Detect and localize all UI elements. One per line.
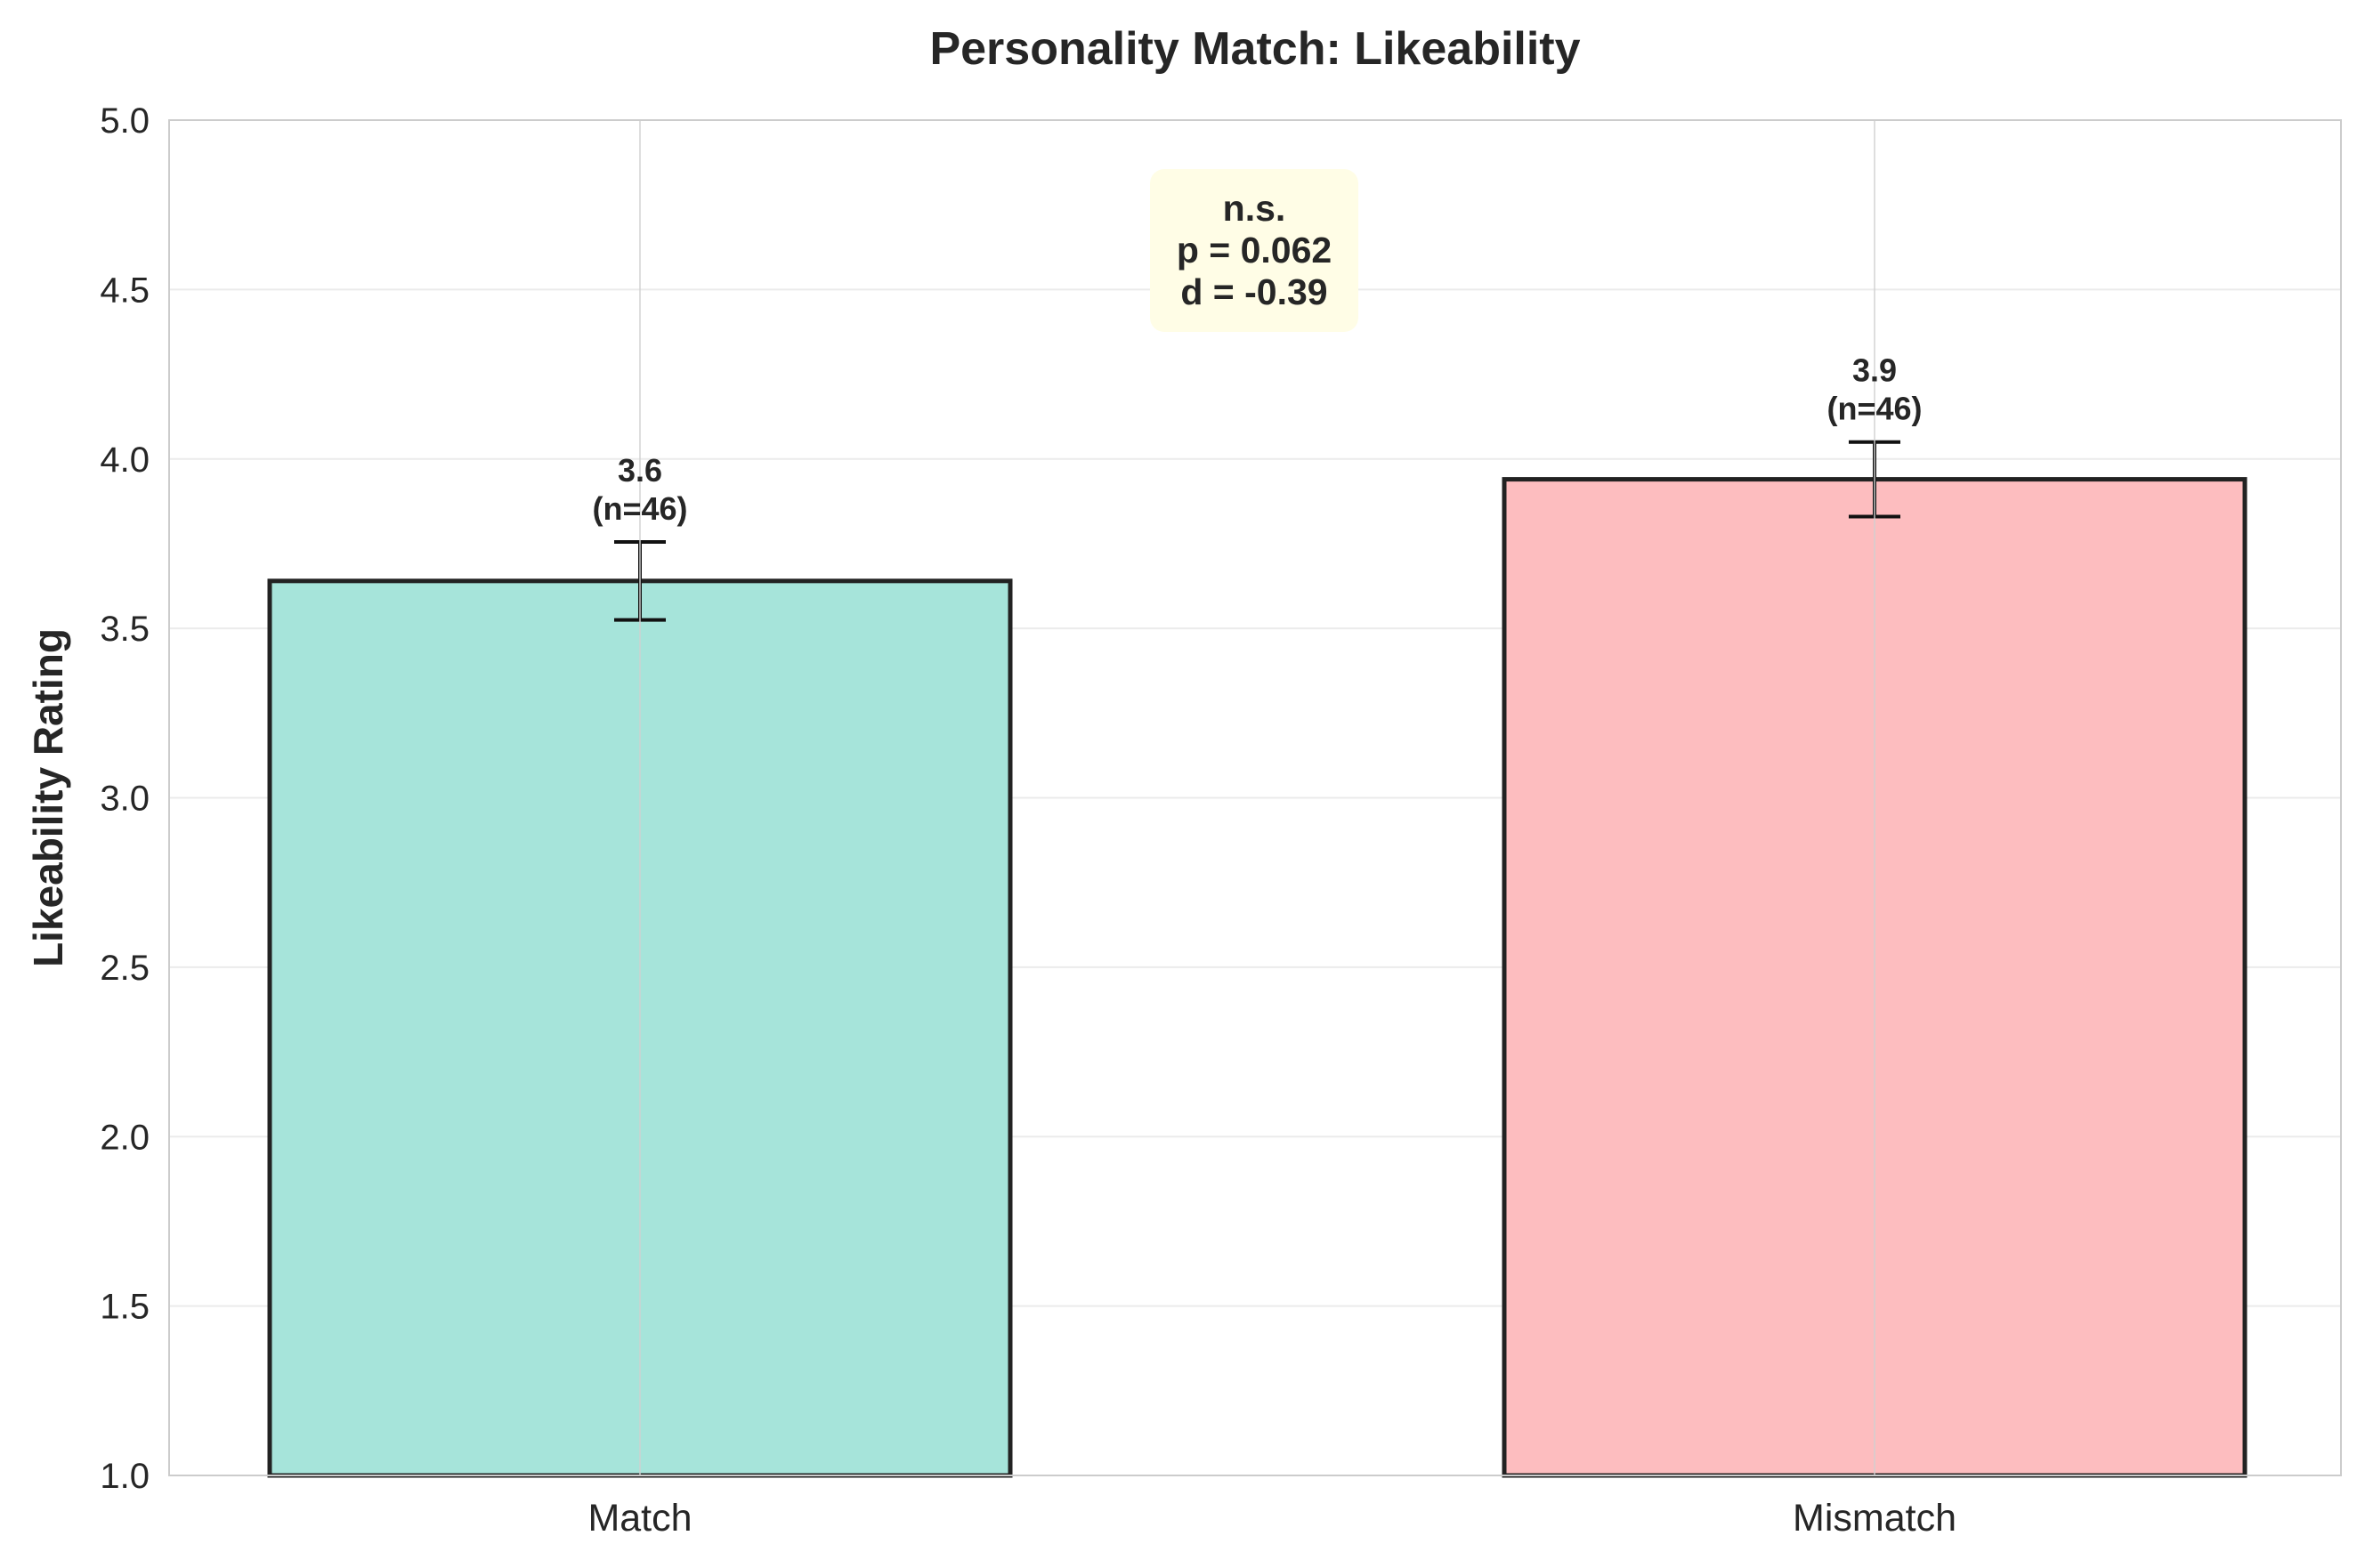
annotation-p-value: p = 0.062 xyxy=(1177,230,1332,271)
plot-frame xyxy=(168,119,2342,1476)
y-tick-label: 1.5 xyxy=(100,1288,150,1327)
bar-mean-label: 3.6 xyxy=(618,452,662,489)
y-tick-label: 1.0 xyxy=(100,1457,150,1496)
y-tick-label: 3.5 xyxy=(100,610,150,649)
x-category-label: Match xyxy=(587,1497,692,1540)
y-tick-label: 5.0 xyxy=(100,101,150,141)
y-tick-label: 2.0 xyxy=(100,1118,150,1157)
y-axis-ticks: 1.0 1.5 2.0 2.5 3.0 3.5 4.0 4.5 5.0 xyxy=(100,101,150,1496)
annotation-significance: n.s. xyxy=(1223,188,1286,229)
bar-mean-label: 3.9 xyxy=(1852,352,1897,389)
y-axis-label: Likeability Rating xyxy=(25,628,71,967)
y-tick-label: 2.5 xyxy=(100,949,150,988)
y-tick-label: 4.0 xyxy=(100,440,150,480)
x-axis-categories: Match Mismatch xyxy=(587,1497,1956,1540)
annotation-box xyxy=(1150,169,1358,332)
y-tick-label: 3.0 xyxy=(100,780,150,819)
category-gridlines xyxy=(639,120,1875,1475)
bar-value-labels: 3.6(n=46)3.9(n=46) xyxy=(592,352,1922,527)
y-tick-label: 4.5 xyxy=(100,271,150,310)
chart-title: Personality Match: Likeability xyxy=(929,23,1580,75)
bar-n-label: (n=46) xyxy=(592,490,687,527)
x-category-label: Mismatch xyxy=(1793,1497,1956,1540)
bar-n-label: (n=46) xyxy=(1826,391,1922,427)
annotation-effect-size: d = -0.39 xyxy=(1180,271,1327,312)
significance-annotation: n.s. p = 0.062 d = -0.39 xyxy=(1150,169,1358,332)
